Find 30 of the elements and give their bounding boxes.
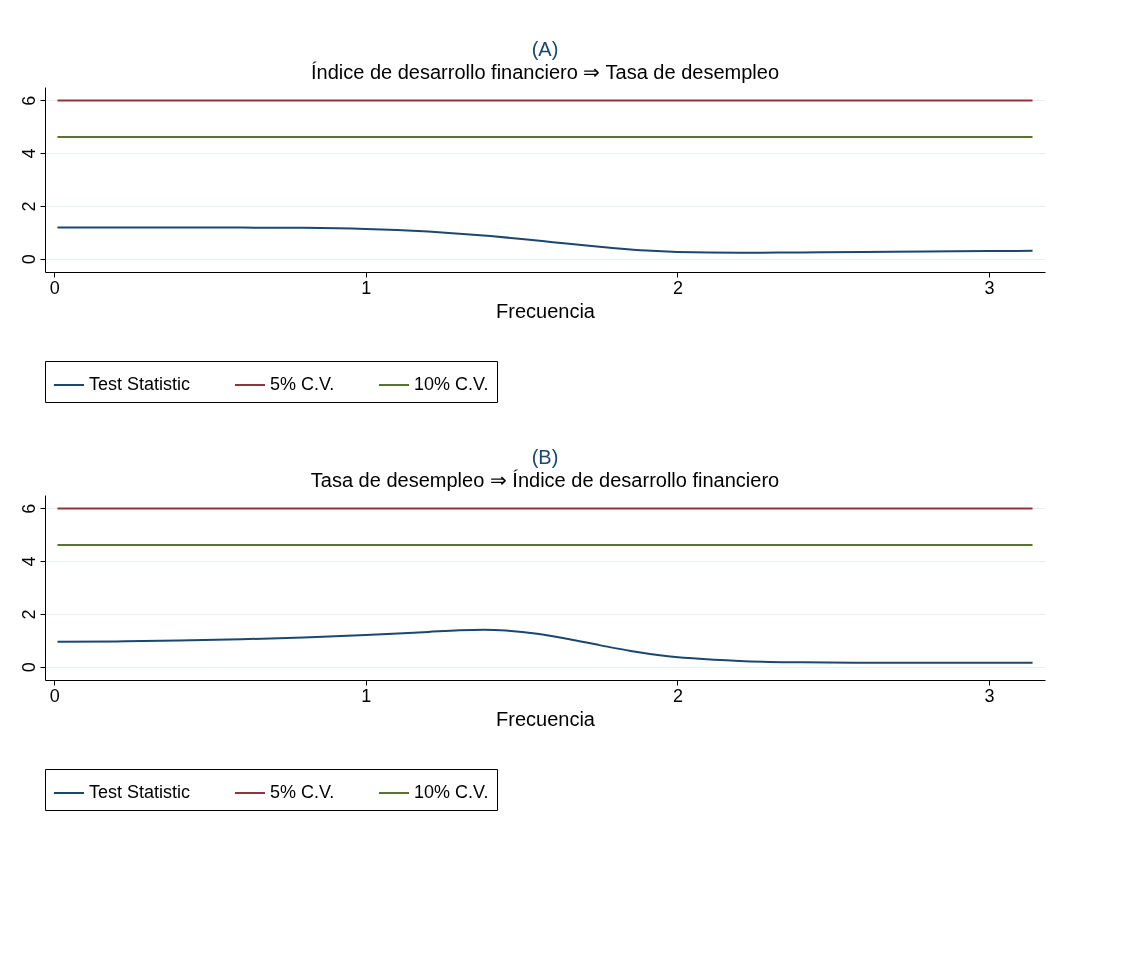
x-tick-label: 1 bbox=[361, 277, 372, 298]
y-tick-label: 2 bbox=[18, 609, 39, 620]
chart-title: (B) bbox=[531, 446, 559, 468]
x-tick-label: 3 bbox=[984, 685, 995, 706]
x-tick-label: 2 bbox=[672, 277, 683, 298]
y-tick-label: 4 bbox=[18, 148, 39, 159]
legend-label: Test Statistic bbox=[89, 782, 191, 802]
legend-label: 10% C.V. bbox=[414, 782, 489, 802]
x-tick-label: 2 bbox=[672, 685, 683, 706]
line-series bbox=[56, 628, 1034, 664]
y-tick-label: 0 bbox=[18, 254, 39, 265]
legend-label: 10% C.V. bbox=[414, 374, 489, 394]
x-tick-label: 0 bbox=[49, 685, 60, 706]
x-axis-title: Frecuencia bbox=[496, 299, 596, 322]
legend-label: 5% C.V. bbox=[270, 374, 335, 394]
chart-title: (A) bbox=[531, 38, 559, 60]
y-tick-label: 6 bbox=[18, 95, 39, 106]
legend-label: 5% C.V. bbox=[270, 782, 335, 802]
y-tick-label: 6 bbox=[18, 503, 39, 514]
chart-subtitle: Índice de desarrollo financiero ⇒ Tasa de desempleo bbox=[310, 61, 780, 83]
y-tick-label: 4 bbox=[18, 556, 39, 567]
y-tick-label: 2 bbox=[18, 201, 39, 212]
chart-subtitle: Tasa de desempleo ⇒ Índice de desarrollo financiero bbox=[310, 469, 780, 491]
x-axis-title: Frecuencia bbox=[496, 707, 596, 730]
x-tick-label: 1 bbox=[361, 685, 372, 706]
x-tick-label: 3 bbox=[984, 277, 995, 298]
x-tick-label: 0 bbox=[49, 277, 60, 298]
y-tick-label: 0 bbox=[18, 662, 39, 673]
line-series bbox=[56, 226, 1034, 254]
legend-label: Test Statistic bbox=[89, 374, 191, 394]
